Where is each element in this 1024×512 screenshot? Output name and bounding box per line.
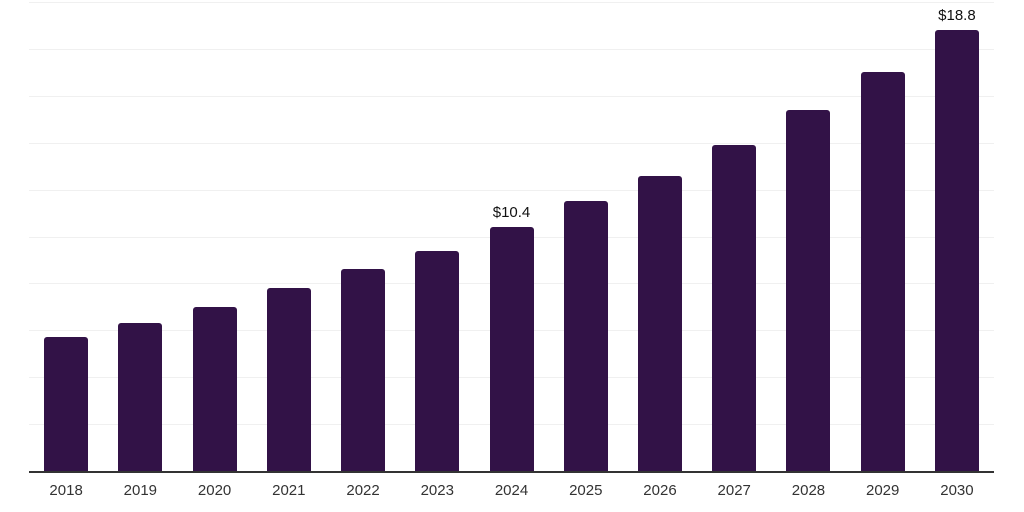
gridline xyxy=(29,95,994,97)
x-tick-2026: 2026 xyxy=(643,482,677,499)
bar-band-2021 xyxy=(252,2,326,471)
gridline xyxy=(29,2,994,3)
gridline xyxy=(29,142,994,144)
x-tick-2029: 2029 xyxy=(866,482,900,499)
x-tick-2022: 2022 xyxy=(346,482,380,499)
bar-band-2019 xyxy=(103,2,177,471)
bar-band-2026 xyxy=(623,2,697,471)
bar-2025 xyxy=(563,201,608,471)
x-tick-2027: 2027 xyxy=(717,482,751,499)
x-tick-2020: 2020 xyxy=(197,482,232,499)
bar-2023 xyxy=(415,250,460,471)
bar-band-2028 xyxy=(771,2,845,471)
gridline xyxy=(29,189,994,191)
x-tick-2023: 2023 xyxy=(420,482,454,499)
bar-2026 xyxy=(637,175,682,471)
bar-2030 xyxy=(934,30,979,471)
bar-band-2024: $10.4 xyxy=(474,2,548,471)
bars-container: $10.4 $18.8 xyxy=(29,2,994,471)
bar-2024 xyxy=(489,227,534,471)
gridline xyxy=(29,48,994,50)
bar-band-2022 xyxy=(326,2,400,471)
x-tick-2019: 2019 xyxy=(123,482,158,499)
plot-area: $10.4 $18.8 xyxy=(29,2,994,473)
bar-2029 xyxy=(860,72,905,471)
bar-2020 xyxy=(192,306,237,471)
bar-2018 xyxy=(44,337,89,471)
data-label-2024: $10.4 xyxy=(492,204,531,222)
bar-2019 xyxy=(118,323,163,471)
bar-2027 xyxy=(712,145,757,471)
bar-2028 xyxy=(786,109,831,471)
bar-2021 xyxy=(266,288,311,471)
bar-band-2027 xyxy=(697,2,771,471)
bar-2022 xyxy=(341,269,386,471)
bar-band-2018 xyxy=(29,2,103,471)
bar-band-2030: $18.8 xyxy=(920,2,994,471)
bar-band-2020 xyxy=(177,2,251,471)
bar-band-2025 xyxy=(549,2,623,471)
x-tick-2025: 2025 xyxy=(569,482,603,499)
data-label-2030: $18.8 xyxy=(938,7,976,25)
x-tick-2024: 2024 xyxy=(494,482,529,499)
x-tick-2028: 2028 xyxy=(791,482,826,499)
bar-band-2029 xyxy=(846,2,920,471)
x-axis: 2018 2019 2020 2021 2022 2023 2024 2025 2026 2027… xyxy=(29,481,994,501)
bar-band-2023 xyxy=(400,2,474,471)
x-tick-2030: 2030 xyxy=(940,482,974,499)
x-tick-2018: 2018 xyxy=(49,482,83,499)
x-tick-2021: 2021 xyxy=(272,482,306,499)
